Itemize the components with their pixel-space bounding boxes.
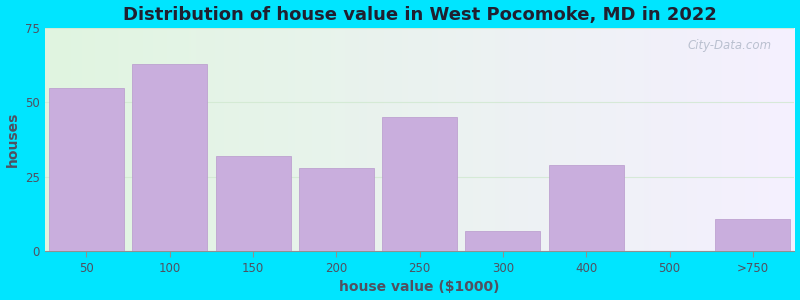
X-axis label: house value ($1000): house value ($1000) (339, 280, 500, 294)
Bar (466, 231, 541, 251)
Y-axis label: houses: houses (6, 112, 19, 167)
Bar (382, 117, 457, 251)
Bar (132, 64, 207, 251)
Bar (49, 88, 124, 251)
Bar (549, 165, 624, 251)
Bar (715, 219, 790, 251)
Bar (299, 168, 374, 251)
Text: City-Data.com: City-Data.com (688, 39, 772, 52)
Title: Distribution of house value in West Pocomoke, MD in 2022: Distribution of house value in West Poco… (122, 6, 717, 24)
Bar (215, 156, 290, 251)
